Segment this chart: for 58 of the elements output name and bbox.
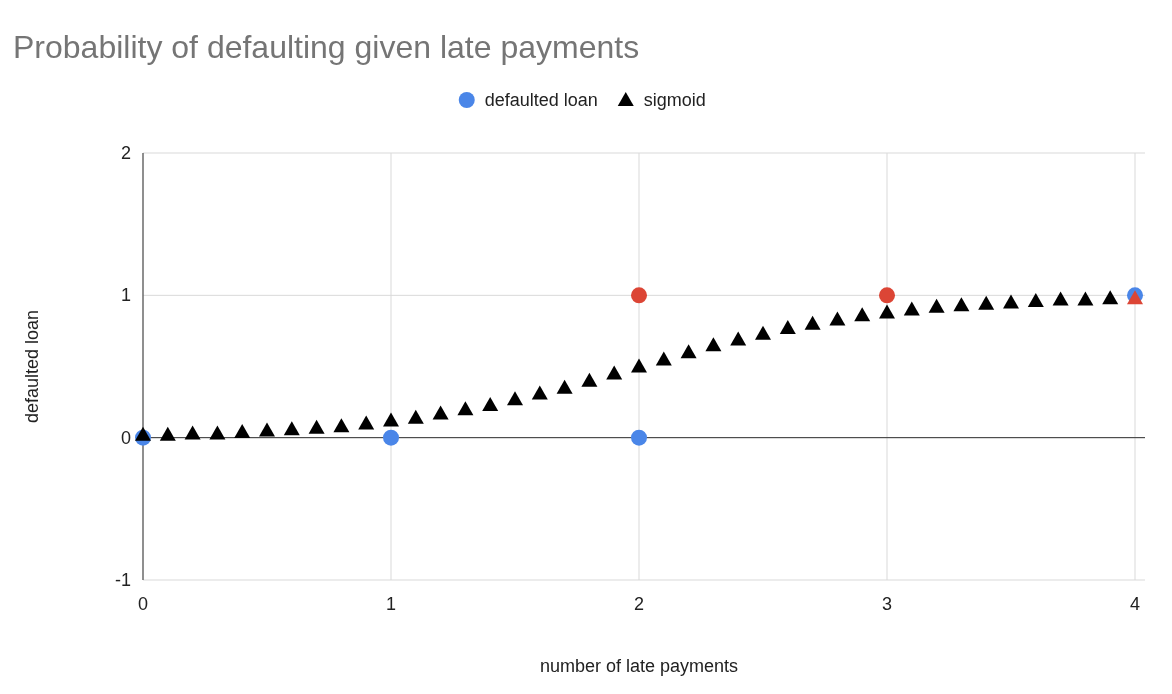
point [829, 311, 846, 326]
x-tick-label: 3 [881, 594, 893, 614]
point [308, 419, 325, 434]
x-tick-label: 2 [633, 594, 645, 614]
point [1003, 294, 1019, 309]
x-tick-label: 4 [1129, 594, 1141, 614]
point [1027, 293, 1044, 308]
legend-label: defaulted loan [484, 90, 598, 110]
point [1102, 290, 1119, 305]
point [680, 344, 697, 359]
point [507, 391, 523, 406]
point [978, 295, 995, 310]
point [234, 423, 251, 438]
point [953, 297, 970, 312]
x-axis-title: number of late payments [539, 656, 739, 676]
point [631, 287, 647, 304]
point [383, 412, 399, 427]
point [804, 315, 821, 330]
point [482, 396, 499, 411]
point [705, 337, 722, 352]
point [358, 415, 375, 430]
point [903, 301, 920, 316]
point [581, 372, 598, 387]
point [730, 331, 747, 346]
y-tick-label: -1 [114, 570, 131, 590]
y-axis-title: defaulted loan [22, 309, 42, 424]
y-tick-label: 0 [120, 427, 131, 448]
y-tick-label: 1 [120, 285, 131, 306]
point [432, 405, 449, 420]
point [928, 298, 945, 313]
point [209, 425, 226, 440]
point [556, 379, 573, 394]
point [184, 425, 201, 440]
point [135, 426, 151, 441]
legend-label: sigmoid [643, 90, 706, 110]
point [407, 409, 424, 424]
point [879, 287, 895, 304]
point [259, 422, 275, 437]
point [631, 358, 647, 373]
y-tick-label: 2 [120, 143, 131, 163]
point [159, 426, 176, 441]
point [755, 325, 771, 340]
point [655, 351, 672, 366]
point [631, 429, 647, 446]
point [606, 365, 623, 380]
point [457, 401, 474, 416]
point [1077, 291, 1094, 306]
x-tick-label: 1 [385, 594, 397, 614]
point [531, 385, 548, 400]
point [879, 304, 895, 319]
point [283, 421, 300, 436]
point [383, 429, 399, 446]
point [779, 320, 796, 335]
x-tick-label: 0 [137, 594, 149, 614]
point [1052, 291, 1069, 306]
chart-title: Probability of defaulting given late payments [13, 29, 640, 65]
point [333, 418, 350, 433]
point [854, 307, 871, 322]
